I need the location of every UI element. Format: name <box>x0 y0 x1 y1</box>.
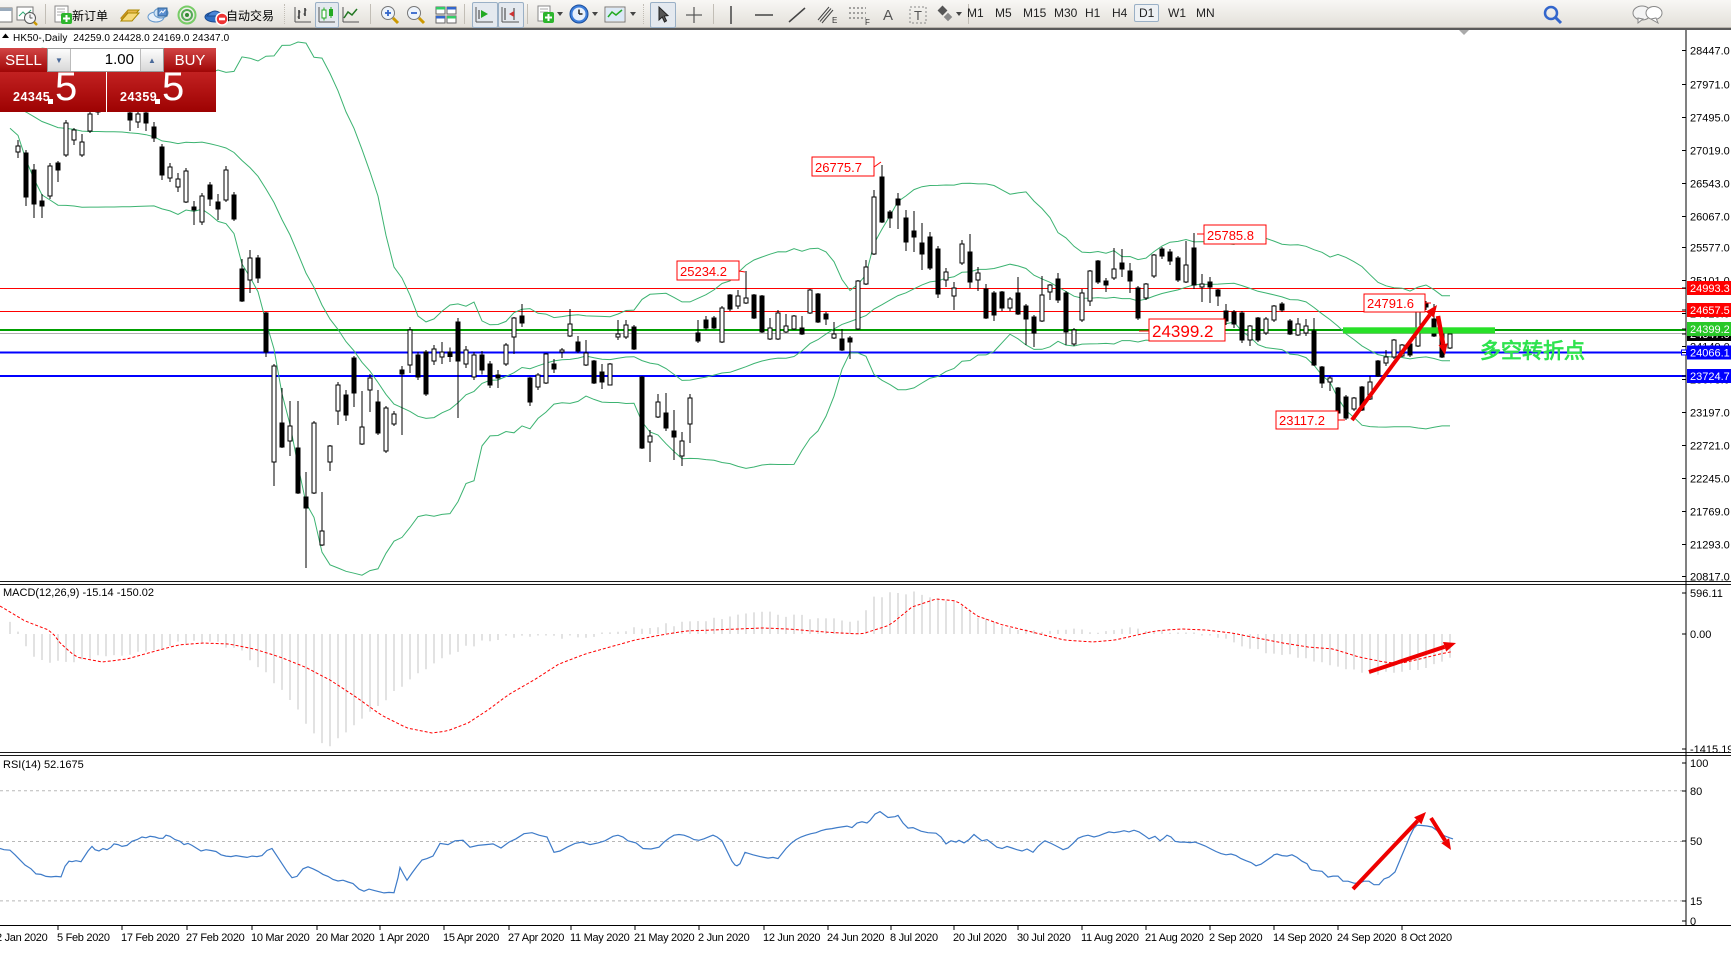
svg-text:-1415.19: -1415.19 <box>1690 744 1731 756</box>
svg-text:23724.7: 23724.7 <box>1690 371 1730 383</box>
svg-text:27971.0: 27971.0 <box>1690 80 1730 92</box>
svg-text:2 Sep 2020: 2 Sep 2020 <box>1209 932 1262 944</box>
svg-text:80: 80 <box>1690 786 1702 798</box>
svg-text:100: 100 <box>1690 758 1708 770</box>
svg-text:10 Mar 2020: 10 Mar 2020 <box>251 932 310 944</box>
svg-text:20 Jul 2020: 20 Jul 2020 <box>953 932 1007 944</box>
svg-text:11 Aug 2020: 11 Aug 2020 <box>1081 932 1139 944</box>
svg-text:25234.2: 25234.2 <box>680 264 727 279</box>
svg-text:RSI(14) 52.1675: RSI(14) 52.1675 <box>3 759 84 771</box>
svg-text:27 Apr 2020: 27 Apr 2020 <box>508 932 564 944</box>
svg-text:20817.0: 20817.0 <box>1690 572 1730 584</box>
svg-text:28447.0: 28447.0 <box>1690 46 1730 58</box>
svg-text:27495.0: 27495.0 <box>1690 113 1730 125</box>
svg-text:22721.0: 22721.0 <box>1690 441 1730 453</box>
svg-text:23197.0: 23197.0 <box>1690 408 1730 420</box>
svg-text:F: F <box>865 18 870 27</box>
svg-text:11 May 2020: 11 May 2020 <box>570 932 630 944</box>
svg-text:25785.8: 25785.8 <box>1207 228 1254 243</box>
svg-text:14 Sep 2020: 14 Sep 2020 <box>1273 932 1332 944</box>
svg-text:22245.0: 22245.0 <box>1690 474 1730 486</box>
svg-text:2 Jan 2020: 2 Jan 2020 <box>0 932 48 944</box>
svg-text:20 Mar 2020: 20 Mar 2020 <box>316 932 375 944</box>
svg-text:24066.1: 24066.1 <box>1690 348 1730 360</box>
svg-text:26067.0: 26067.0 <box>1690 212 1730 224</box>
svg-text:多空转折点: 多空转折点 <box>1480 339 1585 363</box>
svg-text:21293.0: 21293.0 <box>1690 540 1730 552</box>
svg-text:23117.2: 23117.2 <box>1279 413 1325 428</box>
svg-text:21 May 2020: 21 May 2020 <box>634 932 694 944</box>
svg-text:25577.0: 25577.0 <box>1690 243 1730 255</box>
svg-text:0.00: 0.00 <box>1690 629 1711 641</box>
svg-text:26775.7: 26775.7 <box>815 160 862 175</box>
svg-text:50: 50 <box>1690 836 1702 848</box>
svg-text:24 Jun 2020: 24 Jun 2020 <box>827 932 884 944</box>
svg-text:596.11: 596.11 <box>1690 588 1723 600</box>
svg-text:MACD(12,26,9) -15.14 -150.02: MACD(12,26,9) -15.14 -150.02 <box>3 587 154 599</box>
svg-text:8 Oct 2020: 8 Oct 2020 <box>1401 932 1452 944</box>
svg-text:15: 15 <box>1690 896 1702 908</box>
svg-text:12 Jun 2020: 12 Jun 2020 <box>763 932 820 944</box>
svg-text:24399.2: 24399.2 <box>1152 322 1213 341</box>
svg-text:0: 0 <box>1690 916 1696 928</box>
svg-text:8 Jul 2020: 8 Jul 2020 <box>890 932 938 944</box>
svg-text:A: A <box>883 7 893 24</box>
svg-text:HK50-,Daily 24259.0 24428.0 2: HK50-,Daily 24259.0 24428.0 24169.0 2434… <box>13 33 230 44</box>
svg-text:24399.2: 24399.2 <box>1690 324 1730 336</box>
svg-text:21 Aug 2020: 21 Aug 2020 <box>1145 932 1204 944</box>
svg-text:30 Jul 2020: 30 Jul 2020 <box>1017 932 1071 944</box>
svg-text:24791.6: 24791.6 <box>1367 296 1414 311</box>
svg-text:17 Feb 2020: 17 Feb 2020 <box>121 932 180 944</box>
svg-text:24657.5: 24657.5 <box>1690 305 1730 317</box>
svg-text:E: E <box>832 16 837 25</box>
svg-text:27019.0: 27019.0 <box>1690 146 1730 158</box>
svg-text:15 Apr 2020: 15 Apr 2020 <box>443 932 499 944</box>
svg-text:24993.3: 24993.3 <box>1690 283 1730 295</box>
svg-text:2 Jun 2020: 2 Jun 2020 <box>698 932 750 944</box>
svg-text:T: T <box>914 8 922 23</box>
svg-text:26543.0: 26543.0 <box>1690 179 1730 191</box>
svg-text:27 Feb 2020: 27 Feb 2020 <box>186 932 245 944</box>
svg-text:21769.0: 21769.0 <box>1690 507 1730 519</box>
svg-text:24 Sep 2020: 24 Sep 2020 <box>1337 932 1396 944</box>
svg-text:5 Feb 2020: 5 Feb 2020 <box>57 932 110 944</box>
svg-text:1 Apr 2020: 1 Apr 2020 <box>379 932 429 944</box>
